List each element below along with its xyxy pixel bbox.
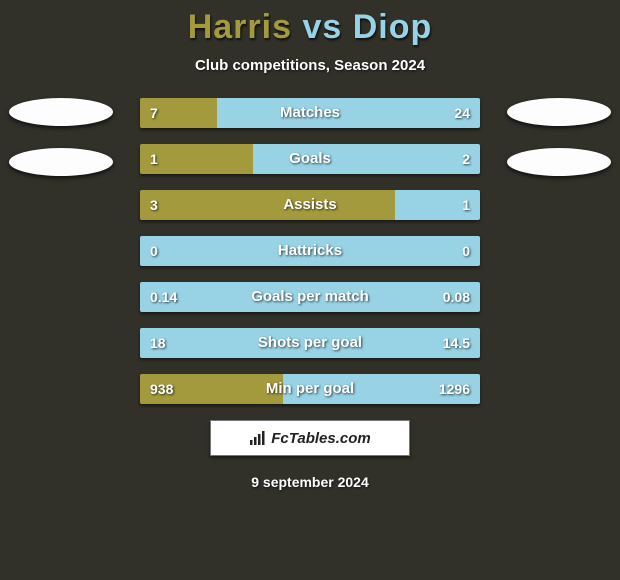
stat-label: Hattricks bbox=[140, 236, 480, 266]
player2-name: Diop bbox=[353, 8, 433, 46]
player1-name: Harris bbox=[188, 8, 292, 46]
source-badge-text: FcTables.com bbox=[271, 430, 370, 447]
chart-area: 724Matches 12Goals 31Assists 00Hattricks 0.1… bbox=[0, 98, 620, 404]
date: 9 september 2024 bbox=[0, 474, 620, 490]
avatar-placeholder bbox=[9, 98, 113, 126]
stat-row: 9381296Min per goal bbox=[140, 374, 480, 404]
player2-avatars bbox=[504, 98, 614, 176]
stat-label: Assists bbox=[140, 190, 480, 220]
chart-icon bbox=[249, 430, 265, 446]
comparison-card: Harris vs Diop Club competitions, Season… bbox=[0, 0, 620, 580]
source-badge: FcTables.com bbox=[210, 420, 410, 456]
stat-row: 12Goals bbox=[140, 144, 480, 174]
stat-row: 0.140.08Goals per match bbox=[140, 282, 480, 312]
stat-row: 31Assists bbox=[140, 190, 480, 220]
avatar-placeholder bbox=[9, 148, 113, 176]
stat-label: Matches bbox=[140, 98, 480, 128]
vs-text: vs bbox=[302, 8, 342, 46]
page-title: Harris vs Diop bbox=[0, 8, 620, 47]
stat-label: Goals per match bbox=[140, 282, 480, 312]
avatar-placeholder bbox=[507, 98, 611, 126]
avatar-placeholder bbox=[507, 148, 611, 176]
stat-label: Min per goal bbox=[140, 374, 480, 404]
stat-label: Goals bbox=[140, 144, 480, 174]
stat-label: Shots per goal bbox=[140, 328, 480, 358]
subtitle: Club competitions, Season 2024 bbox=[0, 57, 620, 74]
stat-row: 00Hattricks bbox=[140, 236, 480, 266]
stat-bars: 724Matches 12Goals 31Assists 00Hattricks 0.1… bbox=[140, 98, 480, 404]
stat-row: 724Matches bbox=[140, 98, 480, 128]
player1-avatars bbox=[6, 98, 116, 176]
stat-row: 1814.5Shots per goal bbox=[140, 328, 480, 358]
